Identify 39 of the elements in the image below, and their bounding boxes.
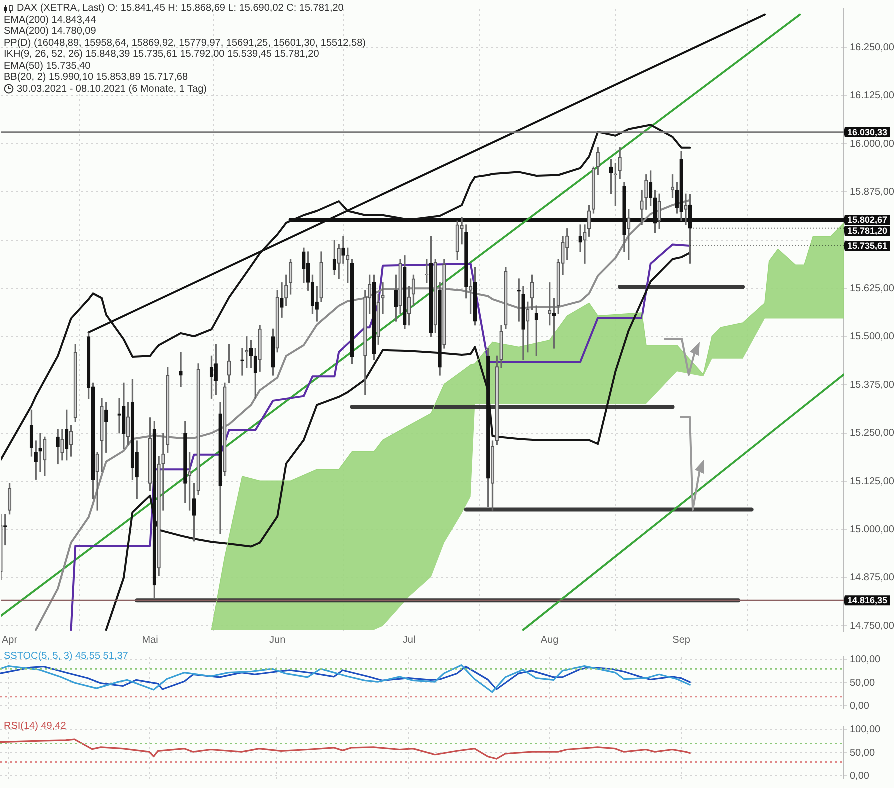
chart-title: DAX (XETRA, Last) O: 15.841,45 H: 15.868,69 L: 15.690,02 C: 15.781,20 [17,3,344,14]
y-tick-label: 15.375,00 [850,380,894,391]
x-tick-label: Jul [402,634,416,646]
y-tick-label: 15.875,00 [850,186,894,198]
annotation: BB(20, 2) 15.990,10 15.853,89 15.717,68 [4,72,188,84]
annotation: 15.802,67 [848,215,888,226]
y-tick-label: 15.000,00 [850,524,894,536]
annotation: PP(D) (16048,89, 15958,64, 15869,92, 15779,97, 15691,25, 15601,30, 15512,58) [4,38,366,49]
y-tick-label: 50,00 [850,678,876,689]
annotation: 15.735,61 [848,240,888,251]
annotation: SMA(200) 14.780,09 [4,26,96,38]
y-tick-label: 15.125,00 [850,476,894,488]
y-tick-label: 16.125,00 [850,90,894,102]
y-tick-label: 0,00 [850,770,870,782]
annotation: IKH(9, 26, 52, 26) 15.848,39 15.735,61 15.792,00 15.539,45 15.781,20 [4,49,320,60]
y-tick-label: 16.250,00 [850,42,894,54]
annotation: 15.781,20 [848,226,888,236]
y-tick-label: 100,00 [850,654,882,666]
x-tick-label: Aug [540,634,559,646]
ref-line-label: 14.816,35 [848,596,888,606]
annotation: EMA(200) 14.843,44 [4,14,96,26]
annotation: EMA(50) 15.735,40 [4,60,91,72]
y-tick-label: 15.625,00 [850,283,894,294]
x-tick-label: Jun [270,634,286,646]
y-tick-label: 16.000,00 [850,138,894,150]
annotation: 30.03.2021 - 08.10.2021 (6 Monate, 1 Tag) [17,84,207,95]
y-tick-label: 50,00 [850,748,876,759]
y-tick-label: 15.250,00 [850,428,894,440]
x-tick-label: Mai [142,634,158,646]
x-tick-label: Sep [672,634,691,646]
y-tick-label: 14.750,00 [850,620,894,632]
y-tick-label: 0,00 [850,700,870,712]
y-tick-label: 14.875,00 [850,572,894,584]
chart-title: RSI(14) 49,42 [4,721,66,732]
y-tick-label: 15.500,00 [850,332,894,343]
chart-title: SSTOC(5, 5, 3) 45,55 51,37 [4,651,128,662]
y-tick-label: 100,00 [850,724,882,736]
x-tick-label: Apr [2,634,18,646]
ref-line-label: 16.030,33 [848,127,888,138]
